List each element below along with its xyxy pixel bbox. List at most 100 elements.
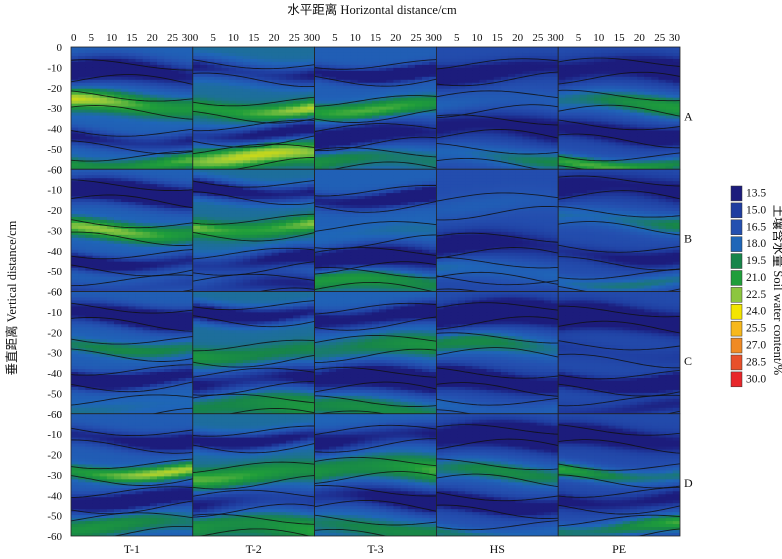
y-tick-label: -60 [47, 287, 62, 299]
x-tick-label: 20 [269, 32, 281, 44]
y-tick-label: -60 [47, 164, 62, 176]
x-tick-label: 15 [126, 32, 138, 44]
y-tick-labels: 0-10-20-30-40-50-600-10-20-30-40-50-600-… [47, 42, 62, 543]
x-tick-label: 15 [248, 32, 260, 44]
x-tick-label: 0 [436, 32, 442, 44]
x-tick-label: 10 [350, 32, 362, 44]
colorbar-swatch [730, 304, 743, 320]
column-label: T-2 [246, 542, 262, 556]
x-tick-label: 0 [558, 32, 564, 44]
contour-panel-A-HS [436, 47, 559, 170]
x-tick-label: 10 [593, 32, 605, 44]
colorbar-swatch [730, 236, 743, 252]
colorbar-swatch [730, 337, 743, 354]
colorbar-swatch [730, 202, 743, 219]
y-tick-label: -10 [47, 429, 62, 441]
x-tick-label: 30 [182, 32, 194, 44]
colorbar-swatch [730, 185, 743, 202]
x-tick-labels: 0 5 10 15 20 25 30 0 5 10 15 20 25 30 0 5 10 15 20 25 30 0 5 10… [71, 32, 681, 44]
contour-panel-B-T-2 [192, 169, 315, 292]
contour-panel-D-T-2 [192, 413, 315, 536]
y-tick-label: -20 [47, 83, 62, 95]
x-tick-label: 5 [210, 32, 216, 44]
y-tick-label: -60 [47, 531, 62, 543]
x-tick-label: 30 [547, 32, 559, 44]
x-tick-label: 5 [89, 32, 95, 44]
contour-panel-D-T-3 [314, 413, 437, 536]
colorbar-level-label: 16.5 [746, 221, 766, 233]
x-tick-label: 30 [425, 32, 437, 44]
y-tick-label: -10 [47, 62, 62, 74]
contour-panel-C-HS [436, 291, 559, 414]
x-tick-label: 5 [332, 32, 338, 44]
y-tick-label: -40 [47, 246, 62, 258]
colorbar-title: 土壤含水量 Soil water content/% [771, 205, 782, 375]
y-tick-label: 0 [57, 287, 63, 299]
x-tick-label: 10 [106, 32, 118, 44]
colorbar-swatch [730, 354, 743, 371]
colorbar-level-label: 15.0 [746, 204, 766, 216]
x-tick-label: 25 [289, 32, 301, 44]
y-tick-label: -50 [47, 388, 62, 400]
y-tick-label: -40 [47, 368, 62, 380]
contour-panel-C-T-1 [71, 291, 193, 414]
x-tick-label: 0 [193, 32, 199, 44]
x-tick-label: 15 [614, 32, 626, 44]
x-axis-title: 水平距离 Horizontal distance/cm [287, 2, 457, 17]
y-tick-label: -10 [47, 307, 62, 319]
y-tick-label: -10 [47, 185, 62, 197]
contour-panel-B-T-1 [71, 169, 193, 292]
row-label: D [684, 476, 693, 490]
x-tick-label: 20 [634, 32, 646, 44]
contour-panel-B-PE [558, 169, 681, 292]
y-tick-label: 0 [57, 164, 63, 176]
column-labels: T-1 T-2 T-3 HS PE [124, 542, 626, 556]
y-tick-label: 0 [57, 42, 63, 54]
y-tick-label: -50 [47, 144, 62, 156]
x-tick-label: 5 [454, 32, 460, 44]
contour-panel-C-T-3 [314, 291, 437, 414]
x-tick-label: 25 [654, 32, 666, 44]
x-tick-label: 20 [512, 32, 524, 44]
y-tick-label: -30 [47, 103, 62, 115]
colorbar-level-label: 19.5 [746, 255, 766, 267]
y-tick-label: -50 [47, 266, 62, 278]
colorbar-level-label: 24.0 [746, 306, 766, 318]
y-tick-label: -20 [47, 450, 62, 462]
x-tick-label: 20 [147, 32, 159, 44]
contour-panel-A-T-2 [192, 47, 315, 170]
y-tick-label: -40 [47, 490, 62, 502]
colorbar-swatch [730, 287, 743, 303]
colorbar-level-label: 25.5 [746, 323, 766, 335]
x-tick-label: 25 [167, 32, 179, 44]
y-tick-label: -30 [47, 348, 62, 360]
row-labels: A B C D [684, 109, 693, 490]
colorbar-swatch [730, 219, 743, 235]
colorbar-level-label: 30.0 [746, 373, 766, 385]
row-label: A [684, 109, 693, 123]
contour-panel-grid [70, 46, 681, 537]
y-tick-label: -20 [47, 327, 62, 339]
contour-panel-B-HS [436, 169, 559, 292]
x-tick-label: 10 [228, 32, 240, 44]
colorbar-swatch [730, 253, 743, 269]
y-tick-label: -60 [47, 409, 62, 421]
x-tick-label: 10 [472, 32, 484, 44]
colorbar-level-label: 27.0 [746, 340, 766, 352]
colorbar-level-label: 21.0 [746, 272, 766, 284]
contour-panel-A-T-1 [71, 47, 193, 170]
y-tick-label: -30 [47, 470, 62, 482]
contour-panel-A-T-3 [314, 47, 437, 170]
x-tick-label: 0 [71, 32, 77, 44]
colorbar-level-label: 18.0 [746, 238, 766, 250]
y-tick-label: -50 [47, 511, 62, 523]
colorbar-level-label: 13.5 [746, 187, 766, 199]
colorbar-level-label: 28.5 [746, 356, 766, 368]
x-tick-label: 30 [304, 32, 316, 44]
column-label: T-1 [124, 542, 140, 556]
y-tick-label: -30 [47, 225, 62, 237]
column-label: T-3 [367, 542, 383, 556]
row-label: B [684, 232, 692, 246]
x-tick-label: 15 [492, 32, 504, 44]
